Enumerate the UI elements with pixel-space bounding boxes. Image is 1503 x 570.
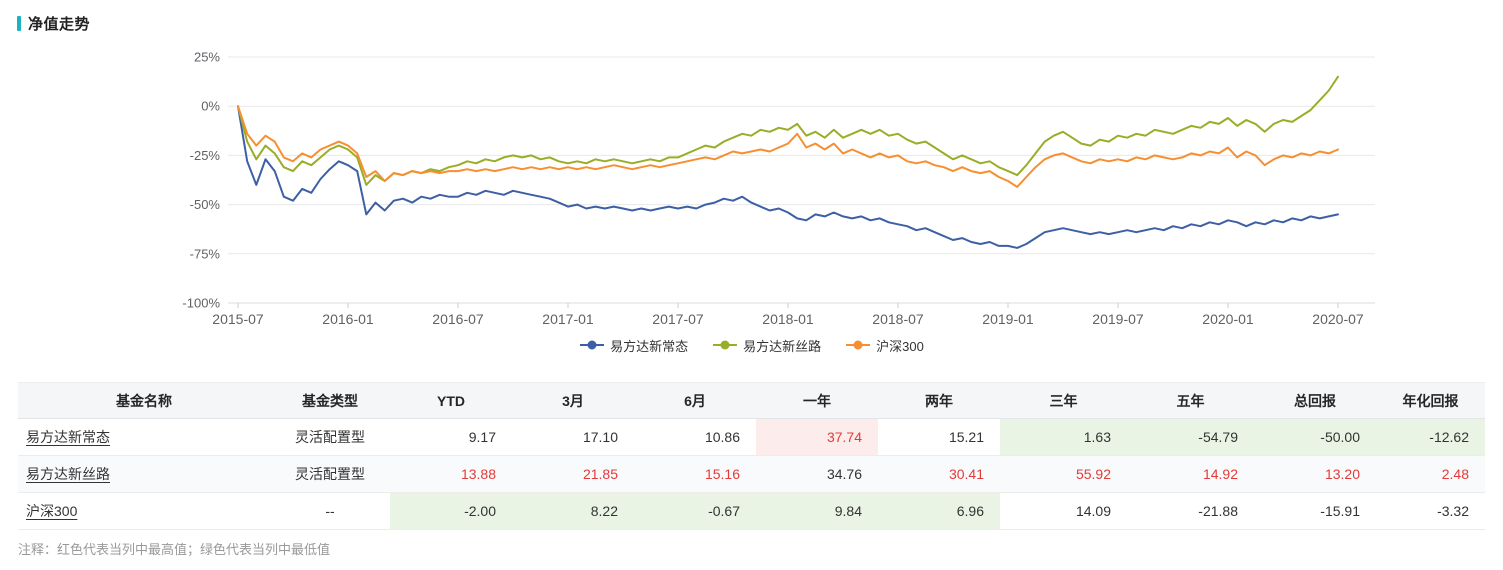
- value-cell: 1.63: [1000, 418, 1127, 456]
- fund-performance-table: 基金名称 基金类型 YTD 3月 6月 一年 两年 三年 五年 总回报 年化回报 易方达新常态灵活配…: [18, 382, 1485, 530]
- series-line-易方达新常态: [237, 105, 1339, 249]
- legend-marker-icon: [846, 340, 871, 350]
- netvalue-chart: 25% 0% -25% -50% -75% -100% 2015-07 2016-01 2016…: [0, 36, 1503, 356]
- value-cell: 13.88: [390, 455, 512, 493]
- value-cell: 30.41: [878, 455, 1000, 493]
- x-axis-label: 2020-01: [1202, 311, 1254, 327]
- y-axis-label: 25%: [194, 50, 220, 65]
- fund-name-link[interactable]: 沪深300: [26, 503, 78, 519]
- legend-marker-icon: [580, 340, 605, 350]
- value-cell: 15.21: [878, 418, 1000, 456]
- x-axis-label: 2017-01: [542, 311, 594, 327]
- section-header: 净值走势: [0, 0, 1503, 34]
- value-cell: -3.32: [1376, 492, 1485, 530]
- legend-label: 沪深300: [876, 338, 924, 354]
- x-axis-label: 2020-07: [1312, 311, 1364, 327]
- x-axis-label: 2016-01: [322, 311, 374, 327]
- table-row: 易方达新常态 灵活配置型 9.17 17.10 10.86 37.74 15.21 1.63-…: [18, 418, 1485, 456]
- x-axis-label: 2016-07: [432, 311, 484, 327]
- table-row: 易方达新丝路 灵活配置型 13.88 21.85 15.16 34.76 30.41 55.9…: [18, 455, 1485, 493]
- series-line-易方达新丝路: [237, 75, 1339, 186]
- value-cell: 21.85: [512, 455, 634, 493]
- netvalue-chart-canvas[interactable]: 25% 0% -25% -50% -75% -100%2015-07 2016-01 2016…: [0, 36, 1503, 328]
- y-axis-label: -100%: [182, 296, 220, 311]
- value-cell: 2.48: [1376, 455, 1485, 493]
- legend-label: 易方达新丝路: [743, 338, 822, 354]
- value-cell: -12.62: [1376, 418, 1485, 456]
- value-cell: 14.92: [1127, 455, 1254, 493]
- value-cell: 55.92: [1000, 455, 1127, 493]
- column-header: 3月: [512, 382, 634, 419]
- value-cell: 17.10: [512, 418, 634, 456]
- y-axis-label: -25%: [190, 148, 221, 163]
- value-cell: 37.74: [756, 418, 878, 456]
- fund-name-link[interactable]: 易方达新常态: [26, 429, 110, 445]
- value-cell: 6.96: [878, 492, 1000, 530]
- fund-name-cell: 易方达新常态: [18, 418, 270, 456]
- value-cell: 9.17: [390, 418, 512, 456]
- fund-type-cell: --: [270, 492, 390, 530]
- value-cell: 9.84: [756, 492, 878, 530]
- value-cell: -50.00: [1254, 418, 1376, 456]
- y-axis-label: -75%: [190, 246, 221, 261]
- chart-legend: 易方达新常态 易方达新丝路 沪深300: [0, 334, 1503, 356]
- fund-type-cell: 灵活配置型: [270, 418, 390, 456]
- series-line-沪深300: [237, 105, 1339, 188]
- fund-name-link[interactable]: 易方达新丝路: [26, 466, 110, 482]
- value-cell: 8.22: [512, 492, 634, 530]
- column-header: 两年: [878, 382, 1000, 419]
- fund-type-cell: 灵活配置型: [270, 455, 390, 493]
- legend-label: 易方达新常态: [610, 338, 689, 354]
- y-axis-label: -50%: [190, 197, 221, 212]
- x-axis-label: 2019-01: [982, 311, 1034, 327]
- legend-item-易方达新丝路[interactable]: 易方达新丝路: [712, 336, 821, 355]
- legend-item-沪深300[interactable]: 沪深300: [845, 336, 924, 355]
- value-cell: -0.67: [634, 492, 756, 530]
- value-cell: -15.91: [1254, 492, 1376, 530]
- table-footnote: 注释：红色代表当列中最高值；绿色代表当列中最低值: [18, 542, 331, 557]
- table-header: 基金名称 基金类型 YTD 3月 6月 一年 两年 三年 五年 总回报 年化回报: [18, 382, 1485, 419]
- fund-name-cell: 沪深300: [18, 492, 270, 530]
- column-header: YTD: [390, 382, 512, 419]
- column-header: 年化回报: [1376, 382, 1485, 419]
- x-axis-label: 2019-07: [1092, 311, 1144, 327]
- value-cell: -54.79: [1127, 418, 1254, 456]
- x-axis-label: 2015-07: [212, 311, 264, 327]
- value-cell: -2.00: [390, 492, 512, 530]
- column-header: 五年: [1127, 382, 1254, 419]
- column-header: 基金名称: [18, 382, 270, 419]
- table-row: 沪深300 -- -2.00 8.22 -0.67 9.84 6.96 14.09 -21.88…: [18, 492, 1485, 530]
- fund-name-cell: 易方达新丝路: [18, 455, 270, 493]
- x-axis-label: 2017-07: [652, 311, 704, 327]
- value-cell: 34.76: [756, 455, 878, 493]
- x-axis-label: 2018-01: [762, 311, 814, 327]
- column-header: 基金类型: [270, 382, 390, 419]
- value-cell: -21.88: [1127, 492, 1254, 530]
- legend-item-易方达新常态[interactable]: 易方达新常态: [579, 336, 688, 355]
- x-axis-label: 2018-07: [872, 311, 924, 327]
- y-axis-label: 0%: [201, 99, 220, 114]
- column-header: 三年: [1000, 382, 1127, 419]
- value-cell: 10.86: [634, 418, 756, 456]
- page-title: 净值走势: [28, 16, 91, 33]
- column-header: 6月: [634, 382, 756, 419]
- section-accent-bar: [17, 16, 21, 31]
- column-header: 一年: [756, 382, 878, 419]
- legend-marker-icon: [713, 340, 738, 350]
- value-cell: 13.20: [1254, 455, 1376, 493]
- column-header: 总回报: [1254, 382, 1376, 419]
- value-cell: 14.09: [1000, 492, 1127, 530]
- value-cell: 15.16: [634, 455, 756, 493]
